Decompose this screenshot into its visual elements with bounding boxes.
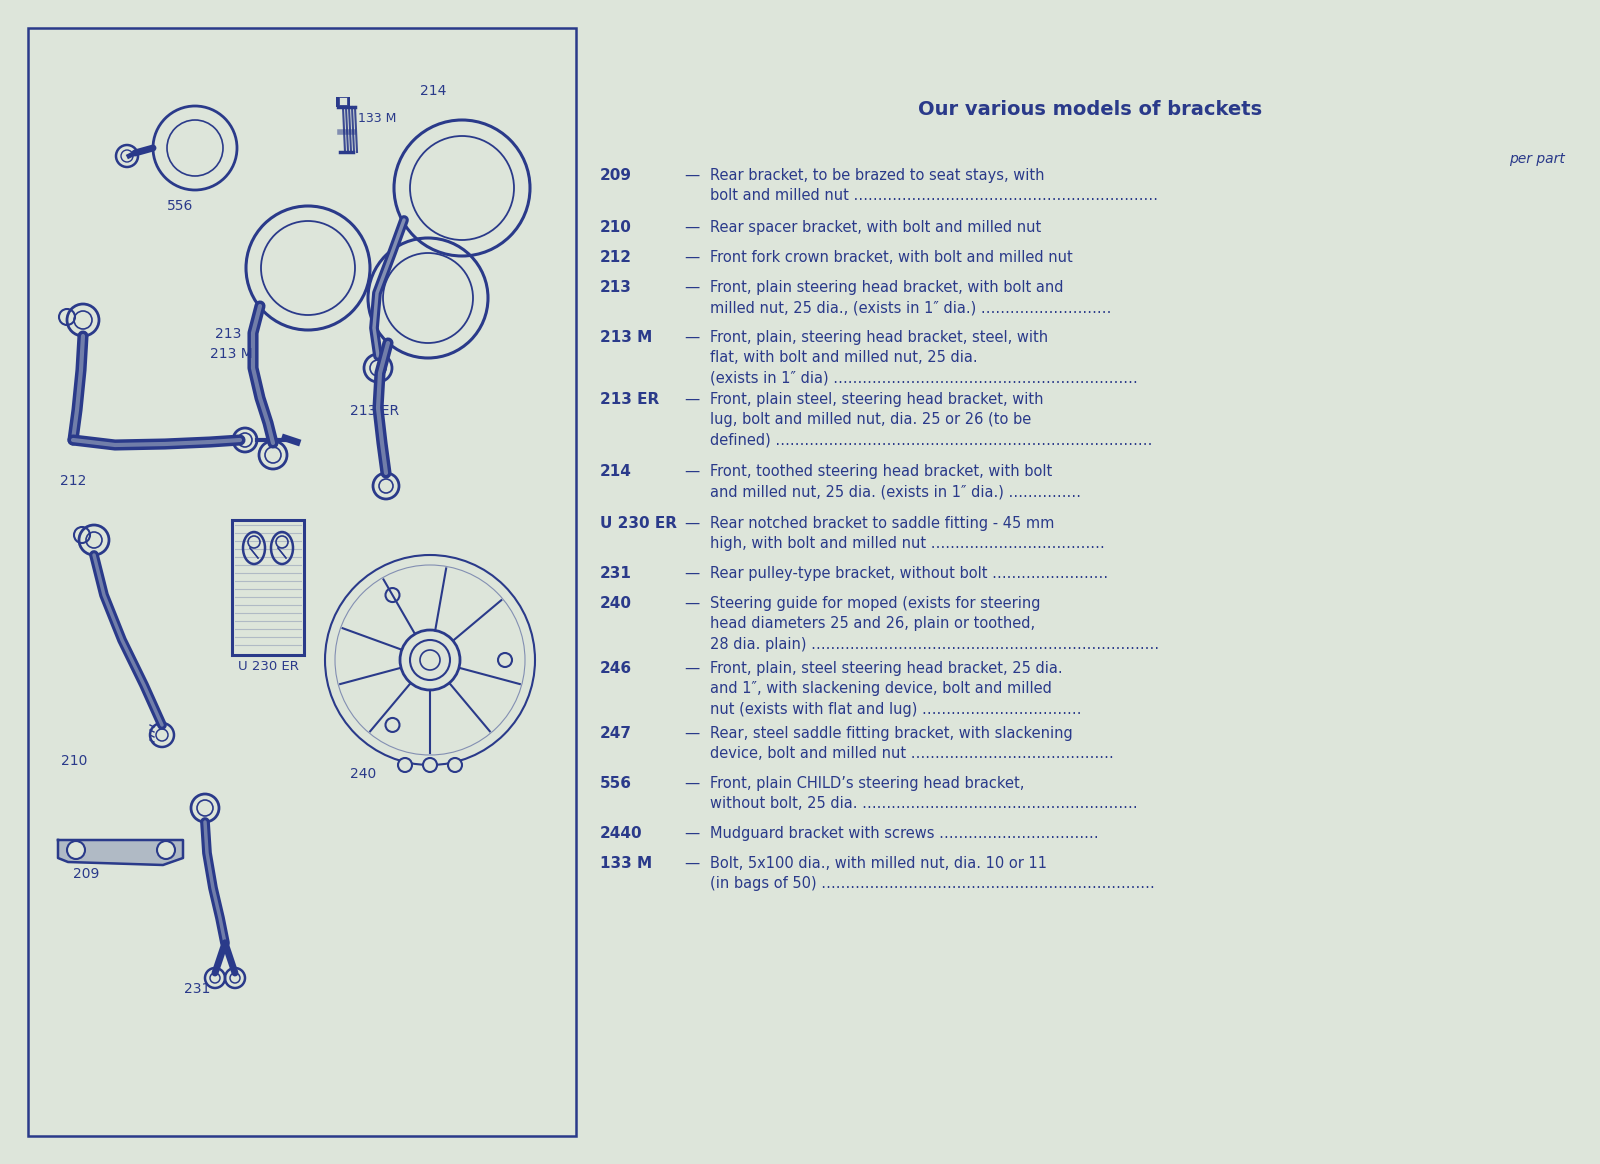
Text: —: — — [685, 220, 699, 235]
Text: 213: 213 — [600, 281, 632, 294]
Text: 246: 246 — [600, 661, 632, 676]
Text: Steering guide for moped (exists for steering
head diameters 25 and 26, plain or: Steering guide for moped (exists for ste… — [710, 596, 1158, 652]
Text: 213 ER: 213 ER — [600, 392, 659, 407]
Text: 210: 210 — [61, 754, 86, 768]
Text: Front, plain, steering head bracket, steel, with
flat, with bolt and milled nut,: Front, plain, steering head bracket, ste… — [710, 331, 1138, 385]
Text: Rear notched bracket to saddle fitting - 45 mm
high, with bolt and milled nut ……: Rear notched bracket to saddle fitting -… — [710, 516, 1104, 552]
Text: 213: 213 — [214, 327, 242, 341]
Bar — [336, 97, 350, 107]
Text: 133 M: 133 M — [600, 856, 653, 871]
Text: 213 ER: 213 ER — [350, 404, 398, 418]
Text: Front, toothed steering head bracket, with bolt
and milled nut, 25 dia. (exists : Front, toothed steering head bracket, wi… — [710, 464, 1082, 499]
Text: —: — — [685, 566, 699, 581]
Circle shape — [67, 842, 85, 859]
Text: —: — — [685, 392, 699, 407]
Text: —: — — [685, 168, 699, 183]
Text: 212: 212 — [600, 250, 632, 265]
Text: U 230 ER: U 230 ER — [600, 516, 677, 531]
Bar — [339, 97, 347, 105]
Text: Our various models of brackets: Our various models of brackets — [918, 100, 1262, 119]
Text: 2440: 2440 — [600, 826, 643, 842]
Text: 247: 247 — [600, 726, 632, 741]
Text: 210: 210 — [600, 220, 632, 235]
Text: U 230 ER: U 230 ER — [237, 660, 299, 673]
Text: 556: 556 — [166, 199, 194, 213]
Text: 213 M: 213 M — [600, 331, 653, 345]
Text: 214: 214 — [419, 84, 446, 98]
Text: Front, plain, steel steering head bracket, 25 dia.
and 1″, with slackening devic: Front, plain, steel steering head bracke… — [710, 661, 1082, 717]
Text: Bolt, 5x100 dia., with milled nut, dia. 10 or 11
(in bags of 50) ………………………………………: Bolt, 5x100 dia., with milled nut, dia. … — [710, 856, 1155, 892]
Text: —: — — [685, 331, 699, 345]
Text: per part: per part — [1509, 152, 1565, 166]
Text: 133 M: 133 M — [358, 112, 397, 125]
Text: 240: 240 — [600, 596, 632, 611]
Text: 212: 212 — [59, 474, 86, 488]
Text: Mudguard bracket with screws ……………………………: Mudguard bracket with screws …………………………… — [710, 826, 1099, 842]
Text: 209: 209 — [600, 168, 632, 183]
Text: —: — — [685, 516, 699, 531]
Text: —: — — [685, 776, 699, 792]
Circle shape — [157, 842, 174, 859]
Text: Rear, steel saddle fitting bracket, with slackening
device, bolt and milled nut : Rear, steel saddle fitting bracket, with… — [710, 726, 1114, 761]
Circle shape — [419, 650, 440, 670]
Text: —: — — [685, 281, 699, 294]
Text: Front, plain steering head bracket, with bolt and
milled nut, 25 dia., (exists i: Front, plain steering head bracket, with… — [710, 281, 1112, 315]
Text: Front, plain CHILD’s steering head bracket,
without bolt, 25 dia. ……………………………………: Front, plain CHILD’s steering head brack… — [710, 776, 1138, 811]
Text: 209: 209 — [74, 867, 99, 881]
Text: 214: 214 — [600, 464, 632, 480]
Text: Front fork crown bracket, with bolt and milled nut: Front fork crown bracket, with bolt and … — [710, 250, 1072, 265]
Polygon shape — [58, 840, 182, 865]
Text: Rear spacer bracket, with bolt and milled nut: Rear spacer bracket, with bolt and mille… — [710, 220, 1042, 235]
Text: 231: 231 — [600, 566, 632, 581]
Text: —: — — [685, 596, 699, 611]
Circle shape — [398, 758, 413, 772]
Text: 213 M: 213 M — [210, 347, 253, 361]
Text: Rear bracket, to be brazed to seat stays, with
bolt and milled nut …………………………………: Rear bracket, to be brazed to seat stays… — [710, 168, 1158, 204]
Text: —: — — [685, 826, 699, 842]
Text: —: — — [685, 856, 699, 871]
Bar — [29, 28, 576, 1136]
Text: —: — — [685, 250, 699, 265]
Text: 556: 556 — [600, 776, 632, 792]
Text: —: — — [685, 464, 699, 480]
Circle shape — [448, 758, 462, 772]
Text: Front, plain steel, steering head bracket, with
lug, bolt and milled nut, dia. 2: Front, plain steel, steering head bracke… — [710, 392, 1152, 448]
Text: 240: 240 — [350, 767, 376, 781]
Text: 231: 231 — [184, 982, 210, 996]
Bar — [232, 520, 304, 655]
Circle shape — [422, 758, 437, 772]
Text: —: — — [685, 726, 699, 741]
Text: Rear pulley-type bracket, without bolt ……………………: Rear pulley-type bracket, without bolt …… — [710, 566, 1109, 581]
Text: —: — — [685, 661, 699, 676]
